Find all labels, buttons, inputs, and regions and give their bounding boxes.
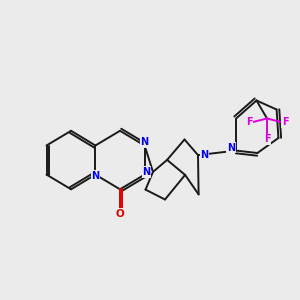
Text: N: N: [226, 142, 235, 153]
Text: F: F: [282, 117, 288, 127]
Text: F: F: [264, 134, 270, 145]
Text: N: N: [142, 167, 151, 177]
Text: N: N: [140, 137, 149, 147]
Text: F: F: [246, 117, 252, 127]
Text: N: N: [91, 171, 100, 181]
Text: N: N: [200, 150, 209, 160]
Text: O: O: [116, 209, 124, 219]
